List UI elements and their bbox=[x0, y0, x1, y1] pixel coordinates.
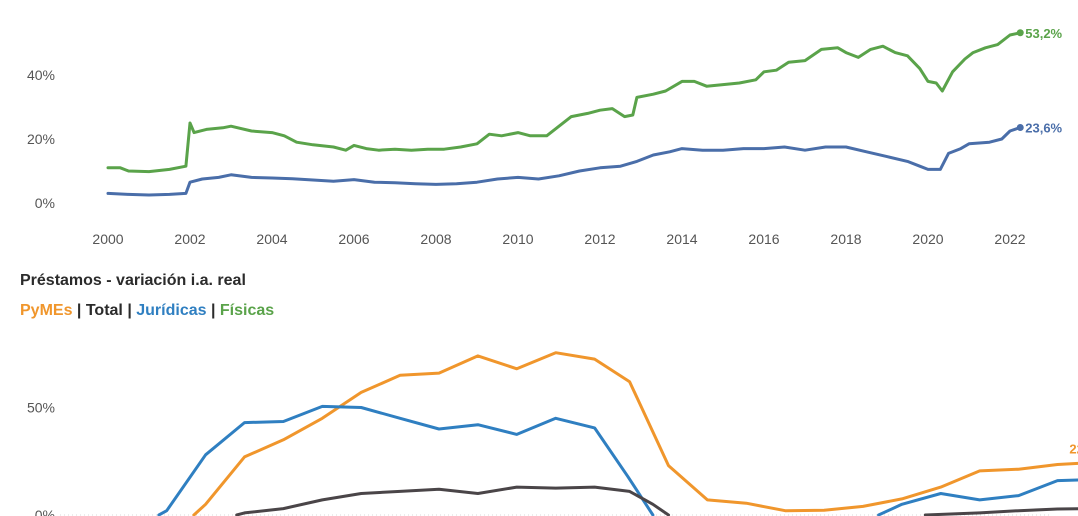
series-end-point-1 bbox=[1016, 123, 1024, 131]
top-line-chart: 0% 20% 40% 2000 2002 2004 2006 2008 2010 2012 2014… bbox=[27, 26, 1063, 247]
x-tick-label: 2006 bbox=[338, 231, 369, 247]
legend-separator: | bbox=[206, 302, 220, 319]
x-tick-label: 2012 bbox=[584, 231, 615, 247]
x-tick-label: 2000 bbox=[92, 231, 123, 247]
x-tick-label: 2008 bbox=[420, 231, 451, 247]
y-tick-label: 20% bbox=[27, 131, 55, 147]
bottom-chart-legend: PyMEs | Total | Jurídicas | Físicas bbox=[20, 302, 274, 320]
legend-item: Jurídicas bbox=[136, 302, 207, 319]
series-end-point-0 bbox=[1016, 29, 1024, 37]
series-line-0 bbox=[106, 31, 1022, 174]
series-line-PyMEs-0 bbox=[192, 351, 1078, 516]
series-line-1 bbox=[106, 126, 1022, 197]
series-line-Jurídicas-1 bbox=[877, 478, 1078, 516]
x-tick-label: 2002 bbox=[174, 231, 205, 247]
legend-item: PyMEs bbox=[20, 302, 73, 319]
y-tick-label: 0% bbox=[35, 195, 55, 211]
x-tick-label: 2004 bbox=[256, 231, 287, 247]
y-tick-label: 0% bbox=[35, 507, 55, 516]
series-end-label-1: 23,6% bbox=[1025, 120, 1062, 135]
series-end-label-PyMEs: 22,4% bbox=[1069, 441, 1078, 456]
legend-item: Físicas bbox=[219, 302, 275, 319]
series-line-Total-1 bbox=[923, 507, 1078, 516]
x-tick-label: 2020 bbox=[912, 231, 943, 247]
x-tick-label: 2018 bbox=[830, 231, 861, 247]
legend-separator: | bbox=[72, 302, 86, 319]
series-end-label-0: 53,2% bbox=[1025, 26, 1062, 41]
y-tick-label: 40% bbox=[27, 67, 55, 83]
x-tick-label: 2010 bbox=[502, 231, 533, 247]
series-line-Total-0 bbox=[235, 485, 670, 516]
x-tick-label: 2016 bbox=[748, 231, 779, 247]
legend-separator: | bbox=[122, 302, 137, 319]
y-tick-label: 50% bbox=[27, 400, 55, 416]
x-tick-label: 2014 bbox=[666, 231, 697, 247]
series-line-Jurídicas-0 bbox=[157, 404, 655, 516]
x-tick-label: 2022 bbox=[994, 231, 1025, 247]
legend-item: Total bbox=[85, 302, 123, 319]
bottom-chart-title: Préstamos - variación i.a. real bbox=[20, 272, 246, 289]
